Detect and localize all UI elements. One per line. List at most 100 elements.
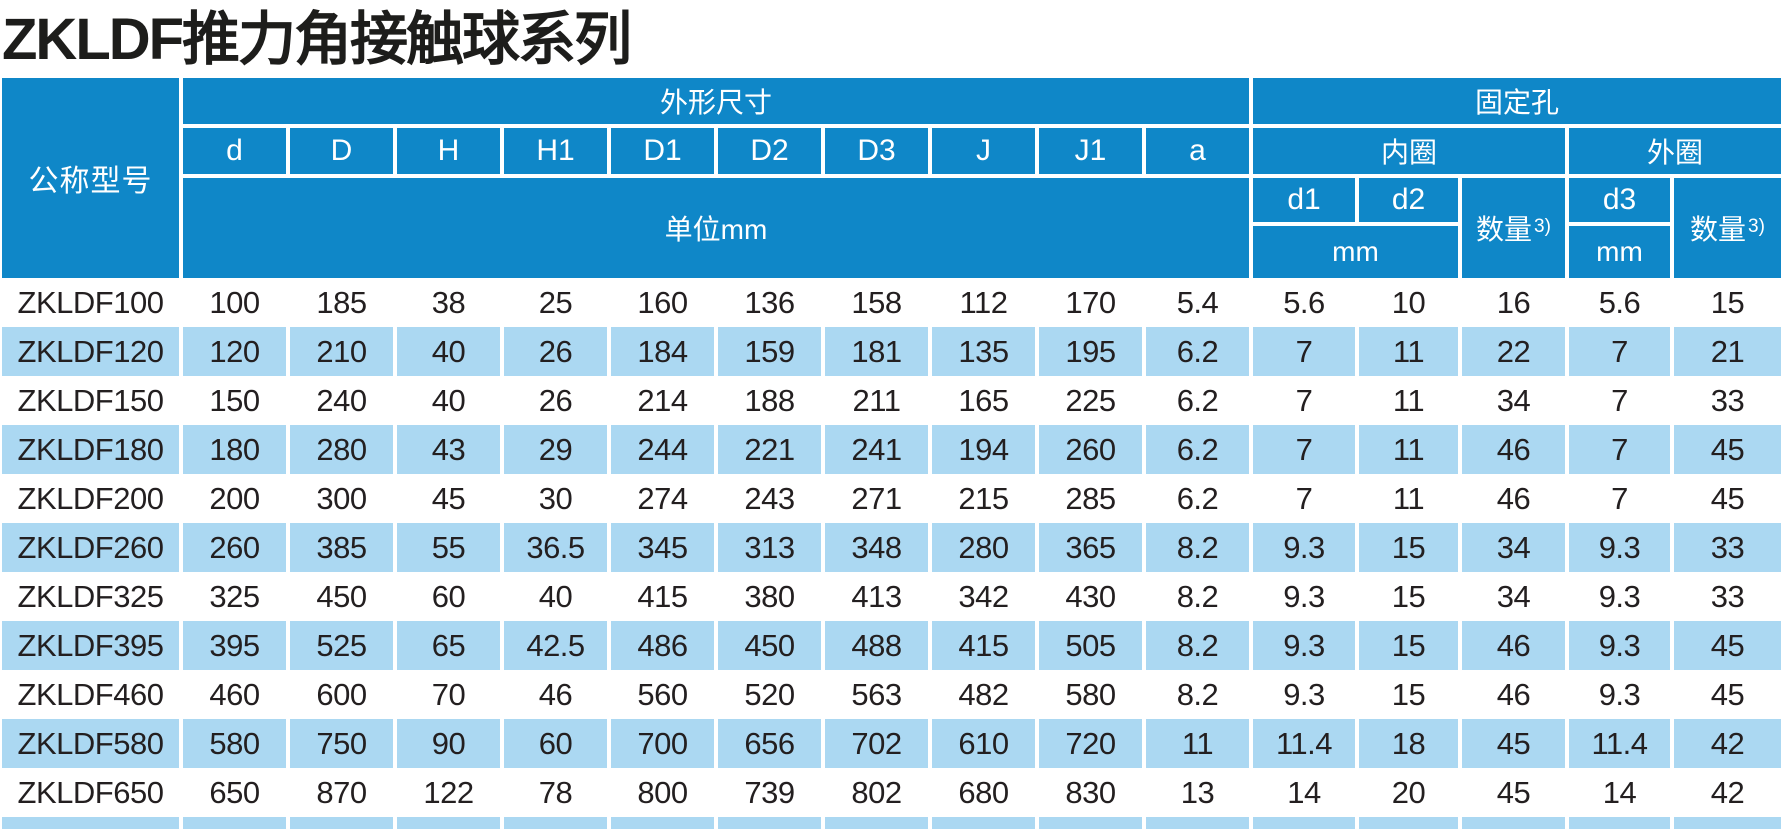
value-cell: 6.2 xyxy=(1146,327,1253,376)
value-cell: 13 xyxy=(1146,768,1253,817)
header-dim-D3: D3 xyxy=(825,128,932,178)
value-cell: 45 xyxy=(1462,719,1569,768)
model-cell: ZKLDF150 xyxy=(2,376,183,425)
value-cell: 211 xyxy=(825,376,932,425)
value-cell: 6.2 xyxy=(1146,474,1253,523)
value-cell: 260 xyxy=(183,523,290,572)
value-cell: 271 xyxy=(825,474,932,523)
value-cell: 14 xyxy=(1569,768,1674,817)
header-group-fixing-holes: 固定孔 xyxy=(1253,78,1781,128)
value-cell: 380 xyxy=(718,572,825,621)
value-cell: 34 xyxy=(1462,523,1569,572)
value-cell: 195 xyxy=(1039,327,1146,376)
value-cell: 9.3 xyxy=(1569,572,1674,621)
value-cell: 10 xyxy=(1359,278,1462,327)
cutoff-row-cell xyxy=(1039,817,1146,829)
value-cell: 214 xyxy=(611,376,718,425)
value-cell: 9.3 xyxy=(1569,523,1674,572)
value-cell: 5.4 xyxy=(1146,278,1253,327)
value-cell: 15 xyxy=(1359,670,1462,719)
value-cell: 194 xyxy=(932,425,1039,474)
value-cell: 7 xyxy=(1569,327,1674,376)
value-cell: 5.6 xyxy=(1569,278,1674,327)
value-cell: 450 xyxy=(718,621,825,670)
value-cell: 78 xyxy=(504,768,611,817)
value-cell: 243 xyxy=(718,474,825,523)
value-cell: 26 xyxy=(504,376,611,425)
value-cell: 15 xyxy=(1359,572,1462,621)
model-cell: ZKLDF325 xyxy=(2,572,183,621)
value-cell: 165 xyxy=(932,376,1039,425)
value-cell: 345 xyxy=(611,523,718,572)
value-cell: 135 xyxy=(932,327,1039,376)
value-cell: 26 xyxy=(504,327,611,376)
value-cell: 260 xyxy=(1039,425,1146,474)
header-dim-D: D xyxy=(290,128,397,178)
value-cell: 45 xyxy=(1674,425,1781,474)
value-cell: 650 xyxy=(183,768,290,817)
cutoff-row-cell xyxy=(718,817,825,829)
value-cell: 342 xyxy=(932,572,1039,621)
value-cell: 15 xyxy=(1359,523,1462,572)
value-cell: 385 xyxy=(290,523,397,572)
value-cell: 560 xyxy=(611,670,718,719)
value-cell: 700 xyxy=(611,719,718,768)
value-cell: 750 xyxy=(290,719,397,768)
header-mm-outer: mm xyxy=(1569,226,1674,278)
value-cell: 33 xyxy=(1710,382,1745,418)
header-dim-d: d xyxy=(183,128,290,178)
model-cell: ZKLDF580 xyxy=(2,719,183,768)
qty-outer-label: 数量 xyxy=(1690,214,1747,245)
model-cell: ZKLDF100 xyxy=(2,278,183,327)
value-cell: 45 xyxy=(1674,621,1781,670)
value-cell: 285 xyxy=(1039,474,1146,523)
value-cell: 9.3 xyxy=(1253,523,1359,572)
value-cell: 8.2 xyxy=(1146,621,1253,670)
value-cell: 8.2 xyxy=(1146,572,1253,621)
value-cell: 34 xyxy=(1462,376,1569,425)
value-cell: 7 xyxy=(1253,474,1359,523)
value-cell: 6.2 xyxy=(1146,425,1253,474)
value-cell: 34 xyxy=(1462,572,1569,621)
value-cell: 280 xyxy=(290,425,397,474)
value-cell: 680 xyxy=(932,768,1039,817)
value-cell: 830 xyxy=(1039,768,1146,817)
value-cell: 505 xyxy=(1039,621,1146,670)
value-cell: 482 xyxy=(932,670,1039,719)
header-outer-ring: 外圈 xyxy=(1569,128,1781,178)
value-cell: 241 xyxy=(825,425,932,474)
value-cell: 122 xyxy=(397,768,504,817)
value-cell: 100 xyxy=(183,278,290,327)
value-cell: 43 xyxy=(397,425,504,474)
value-cell: 15 xyxy=(1710,284,1745,320)
value-cell: 90 xyxy=(397,719,504,768)
header-dim-H1: H1 xyxy=(504,128,611,178)
value-cell: 9.3 xyxy=(1253,621,1359,670)
header-group-dimensions: 外形尺寸 xyxy=(183,78,1253,128)
value-cell: 6.2 xyxy=(1146,376,1253,425)
value-cell: 870 xyxy=(290,768,397,817)
value-cell: 60 xyxy=(504,719,611,768)
value-cell: 210 xyxy=(290,327,397,376)
value-cell: 65 xyxy=(397,621,504,670)
value-cell: 7 xyxy=(1569,425,1674,474)
value-cell: 112 xyxy=(932,278,1039,327)
value-cell: 60 xyxy=(397,572,504,621)
value-cell: 739 xyxy=(718,768,825,817)
value-cell: 325 xyxy=(183,572,290,621)
model-cell: ZKLDF120 xyxy=(2,327,183,376)
value-cell: 280 xyxy=(932,523,1039,572)
value-cell: 42 xyxy=(1674,719,1781,768)
qty-outer-footnote: 3) xyxy=(1748,216,1765,237)
value-cell: 29 xyxy=(504,425,611,474)
value-cell: 9.3 xyxy=(1253,670,1359,719)
header-dim-J: J xyxy=(932,128,1039,178)
header-dim-J1: J1 xyxy=(1039,128,1146,178)
header-dim-a: a xyxy=(1146,128,1253,178)
cutoff-row-cell xyxy=(2,817,183,829)
value-cell: 46 xyxy=(1462,425,1569,474)
value-cell: 415 xyxy=(932,621,1039,670)
header-mm-inner: mm xyxy=(1253,226,1462,278)
value-cell: 184 xyxy=(611,327,718,376)
value-cell: 15 xyxy=(1359,621,1462,670)
